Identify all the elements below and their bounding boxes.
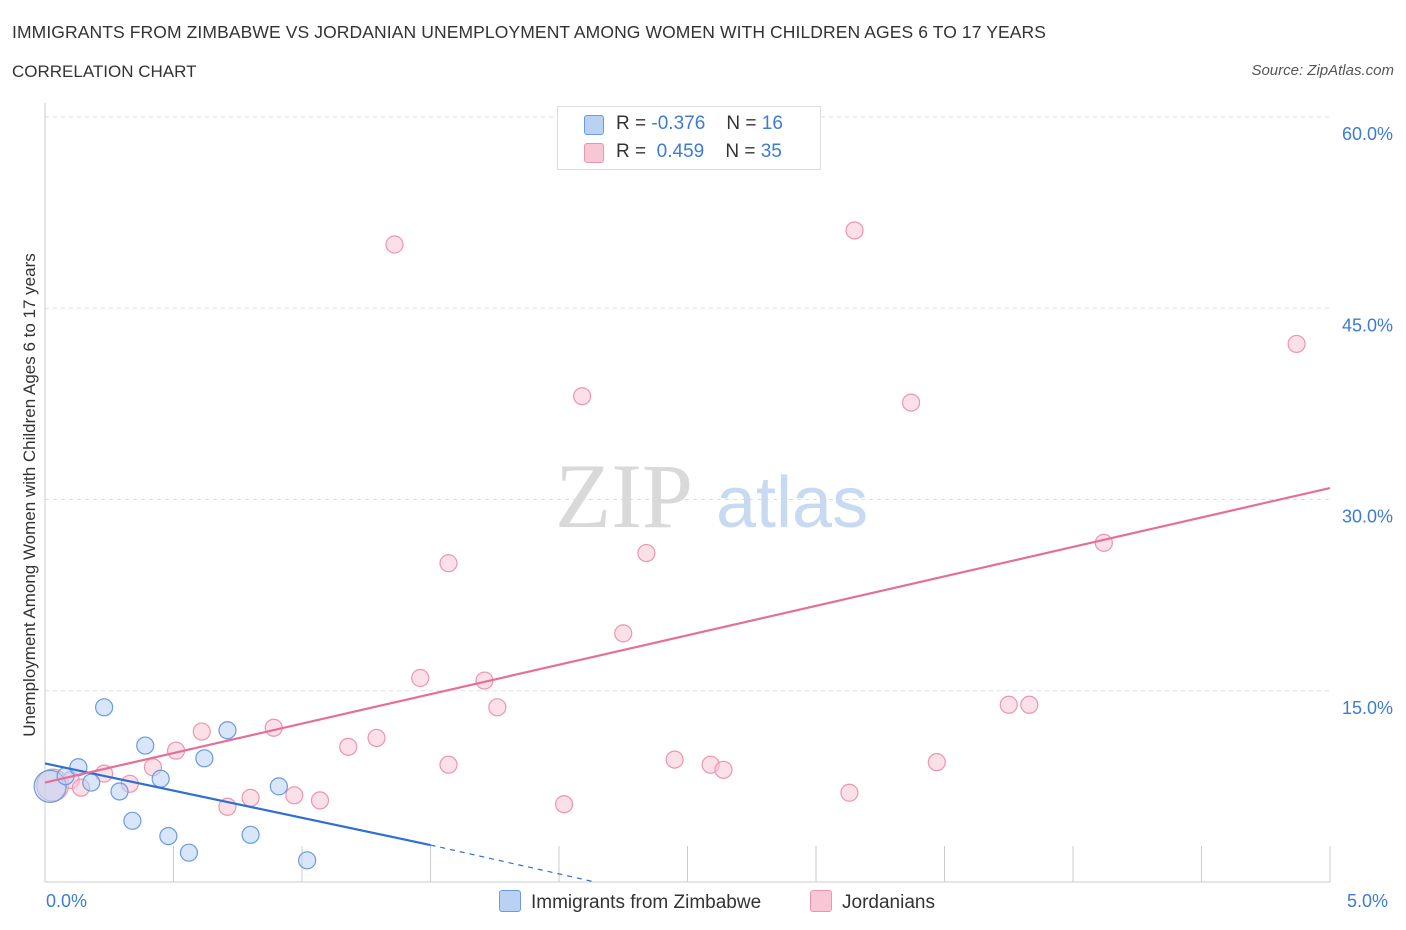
bottom-legend-zimbabwe: Immigrants from Zimbabwe	[499, 890, 761, 914]
zimbabwe-trendline-extension	[430, 844, 596, 883]
jordanian-point	[285, 786, 304, 805]
jordanian-point	[411, 668, 430, 688]
bottom-legend-label-zimbabwe: Immigrants from Zimbabwe	[531, 892, 762, 913]
jordanian-point	[367, 728, 386, 748]
legend-r-value: 0.459	[651, 141, 705, 162]
y-tick-label: 45.0%	[1342, 315, 1393, 335]
zimbabwe-point	[95, 698, 114, 717]
y-tick-label: 30.0%	[1342, 507, 1393, 527]
zimbabwe-point	[218, 721, 237, 740]
jordanian-point	[1094, 533, 1113, 552]
legend-swatch-jordanians	[584, 143, 604, 163]
jordanian-trendline	[44, 486, 1331, 784]
jordanian-point	[840, 783, 859, 802]
chart-subtitle: CORRELATION CHART	[12, 62, 197, 81]
jordanian-point	[1287, 334, 1306, 354]
legend-n-value: 35	[760, 141, 782, 162]
bottom-legend-swatch-jordanians	[810, 890, 832, 912]
jordanian-point	[845, 221, 864, 240]
jordanian-point	[310, 791, 330, 810]
jordanian-point	[714, 760, 733, 779]
watermark: ZIP atlas	[555, 445, 868, 547]
jordanian-point	[339, 737, 358, 756]
jordanian-point	[614, 624, 633, 643]
bottom-legend-jordanians: Jordanians	[810, 890, 935, 914]
legend-r-label: R =	[616, 113, 647, 134]
jordanian-point	[901, 393, 921, 412]
zimbabwe-point	[269, 777, 288, 796]
zimbabwe-point	[136, 736, 155, 755]
zimbabwe-point	[123, 811, 142, 830]
bottom-legend-label-jordanians: Jordanians	[842, 892, 935, 913]
zimbabwe-point	[82, 773, 101, 792]
zimbabwe-point	[298, 851, 317, 870]
legend-n-label: N =	[726, 113, 757, 134]
jordanian-point	[665, 750, 684, 769]
zimbabwe-point	[151, 769, 170, 788]
x-tick-label-max: 5.0%	[1347, 891, 1389, 911]
jordanian-point	[999, 695, 1018, 714]
watermark-zip: ZIP	[555, 445, 693, 547]
jordanian-point	[1020, 695, 1039, 714]
y-tick-label: 15.0%	[1342, 698, 1393, 718]
zimbabwe-point	[159, 826, 178, 846]
grid-layer	[45, 116, 1330, 692]
x-tick-label-min: 0.0%	[46, 891, 88, 911]
chart-title: IMMIGRANTS FROM ZIMBABWE VS JORDANIAN UN…	[12, 22, 1047, 42]
legend-n-value: 16	[761, 113, 783, 134]
legend-swatch-zimbabwe	[584, 115, 604, 135]
zimbabwe-point	[179, 843, 199, 862]
jordanian-point	[385, 235, 404, 254]
y-tick-label: 60.0%	[1342, 124, 1393, 144]
bottom-legend-swatch-zimbabwe	[499, 890, 521, 912]
jordanian-point	[637, 543, 656, 563]
jordanian-point	[439, 755, 458, 774]
y-axis-label: Unemployment Among Women with Children A…	[20, 253, 39, 737]
source-credit: Source: ZipAtlas.com	[1251, 62, 1394, 79]
zimbabwe-point	[241, 825, 260, 844]
jordanian-point	[488, 698, 507, 717]
y-tick-labels: 15.0% 30.0% 45.0% 60.0%	[1342, 124, 1393, 718]
watermark-atlas: atlas	[716, 463, 868, 543]
zimbabwe-point	[110, 782, 129, 801]
zimbabwe-point	[195, 749, 214, 768]
legend-r-label: R =	[616, 141, 647, 162]
axis-layer	[44, 103, 1331, 883]
jordanian-point	[555, 795, 574, 814]
jordanian-point	[927, 753, 946, 772]
legend-r-value: -0.376	[651, 113, 706, 134]
legend-n-label: N =	[725, 141, 756, 162]
trend-layer	[44, 486, 1331, 883]
correlation-legend: R = -0.376 N = 16 R = 0.459 N = 35	[557, 106, 821, 170]
zimbabwe-trendline	[44, 762, 431, 847]
jordanian-point	[241, 788, 260, 807]
jordanian-point	[192, 722, 211, 741]
jordanian-point	[573, 387, 592, 406]
jordanian-point	[439, 554, 458, 573]
